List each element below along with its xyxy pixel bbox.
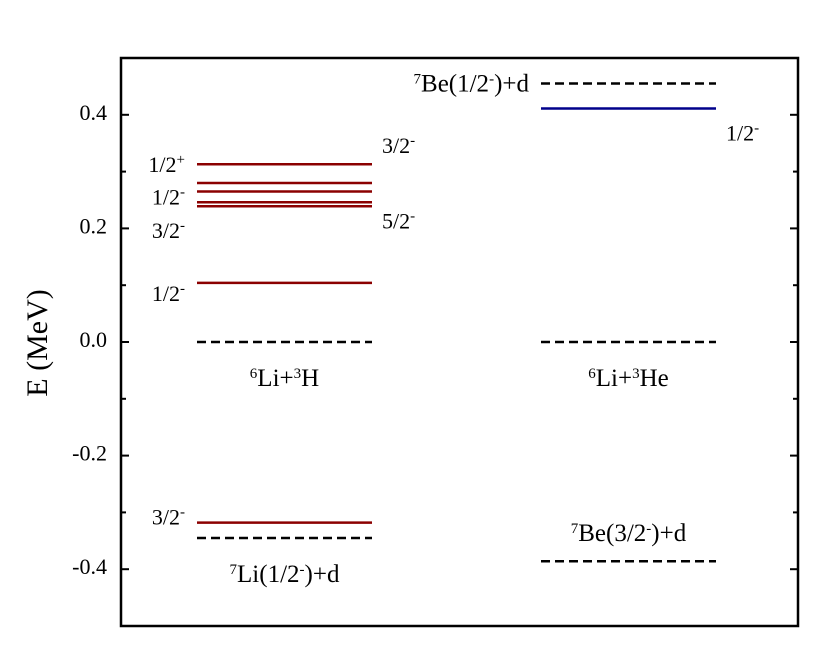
- level-label: 6Li+3H: [250, 365, 319, 392]
- level-label: 5/2-: [382, 208, 415, 233]
- superscript: 6: [588, 366, 596, 382]
- label-text: 3/2: [152, 218, 180, 243]
- superscript: 3: [632, 366, 640, 382]
- label-text: Li(1/2: [237, 561, 300, 588]
- level-label: 1/2-: [726, 121, 759, 146]
- label-text: H: [301, 365, 319, 392]
- level-label: 1/2+: [148, 152, 185, 177]
- superscript: 3: [294, 366, 302, 382]
- level-label: 3/2-: [152, 218, 185, 243]
- label-text: Li+: [257, 365, 293, 392]
- superscript: -: [180, 281, 185, 297]
- label-text: )+d: [305, 561, 340, 588]
- level-label: 1/2-: [152, 281, 185, 306]
- superscript: -: [646, 521, 651, 537]
- level-label: 3/2-: [152, 505, 185, 530]
- superscript: -: [410, 133, 415, 149]
- label-text: )+d: [651, 520, 686, 547]
- level-label: 6Li+3He: [588, 365, 668, 392]
- superscript: 7: [230, 562, 238, 578]
- label-text: 1/2: [152, 281, 180, 306]
- label-text: Li+: [596, 365, 632, 392]
- y-tick-label: -0.4: [72, 554, 107, 579]
- superscript: -: [180, 218, 185, 234]
- label-text: He: [640, 365, 669, 392]
- superscript: -: [180, 505, 185, 521]
- level-label: 7Li(1/2-)+d: [230, 561, 340, 588]
- label-text: Be(1/2: [421, 71, 489, 98]
- superscript: 7: [571, 521, 579, 537]
- label-text: 3/2: [152, 505, 180, 530]
- label-text: 3/2: [382, 133, 410, 158]
- label-text: Be(3/2: [578, 520, 646, 547]
- superscript: 6: [250, 366, 258, 382]
- superscript: -: [300, 562, 305, 578]
- superscript: 7: [414, 72, 422, 88]
- superscript: -: [489, 72, 494, 88]
- y-tick-label: -0.2: [72, 441, 107, 466]
- superscript: -: [754, 121, 759, 137]
- superscript: -: [180, 184, 185, 200]
- superscript: +: [177, 152, 185, 168]
- label-text: 1/2: [726, 121, 754, 146]
- label-text: 5/2: [382, 208, 410, 233]
- label-text: 1/2: [152, 184, 180, 209]
- level-label: 7Be(3/2-)+d: [571, 520, 687, 547]
- level-label: 7Be(1/2-)+d: [414, 71, 530, 98]
- y-tick-label: 0.0: [80, 327, 108, 352]
- label-text: 1/2: [148, 152, 176, 177]
- label-text: )+d: [494, 71, 529, 98]
- y-tick-label: 0.4: [80, 100, 108, 125]
- level-label: 1/2-: [152, 184, 185, 209]
- y-axis-label: E (MeV): [21, 289, 54, 396]
- y-tick-label: 0.2: [80, 213, 108, 238]
- superscript: -: [410, 208, 415, 224]
- level-label: 3/2-: [382, 133, 415, 158]
